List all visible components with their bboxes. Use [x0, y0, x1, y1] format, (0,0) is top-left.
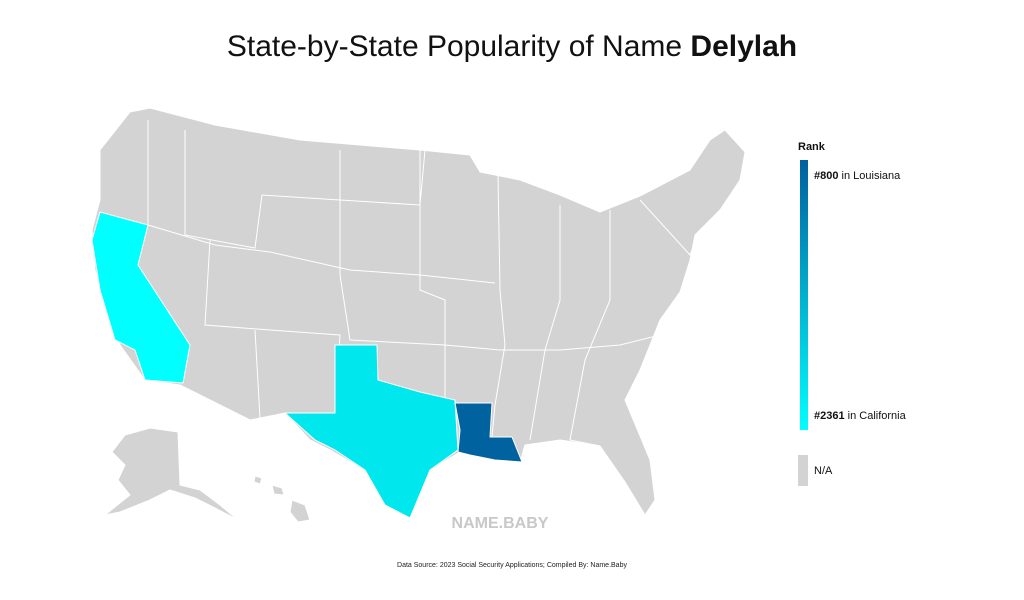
state-border [529, 205, 561, 441]
legend-bottom-place: in California [848, 410, 907, 422]
watermark: NAME.BABY [452, 515, 549, 532]
legend-na-swatch [798, 455, 808, 486]
legend-top-place: in Louisiana [842, 170, 902, 182]
state-border [339, 150, 681, 351]
title: State-by-State Popularity of Name Delyla… [0, 30, 1024, 64]
legend-top-rank: #800 [814, 170, 838, 182]
legend-bottom: #2361 in California [814, 410, 907, 422]
state-border [639, 199, 701, 256]
lower-48 [91, 107, 746, 519]
state-texas [284, 344, 459, 519]
legend-gradient [800, 160, 808, 430]
state-hawaii [253, 475, 311, 523]
hawaii-island [289, 499, 311, 523]
legend-top: #800 in Louisiana [814, 170, 901, 182]
state-california [91, 211, 191, 384]
state-louisiana [454, 402, 523, 463]
legend-bottom-rank: #2361 [814, 410, 845, 422]
legend-na-label: N/A [814, 465, 833, 477]
source-note: Data Source: 2023 Social Security Applic… [397, 562, 627, 569]
hawaii-island [271, 484, 285, 496]
state-border [569, 210, 611, 447]
legend-title: Rank [798, 141, 826, 153]
state-border [254, 329, 261, 419]
title-prefix: State-by-State Popularity of Name [226, 30, 683, 63]
hawaii-island [253, 475, 263, 485]
state-border [491, 174, 506, 438]
title-name: Delylah [690, 30, 798, 63]
state-alaska [104, 427, 239, 521]
